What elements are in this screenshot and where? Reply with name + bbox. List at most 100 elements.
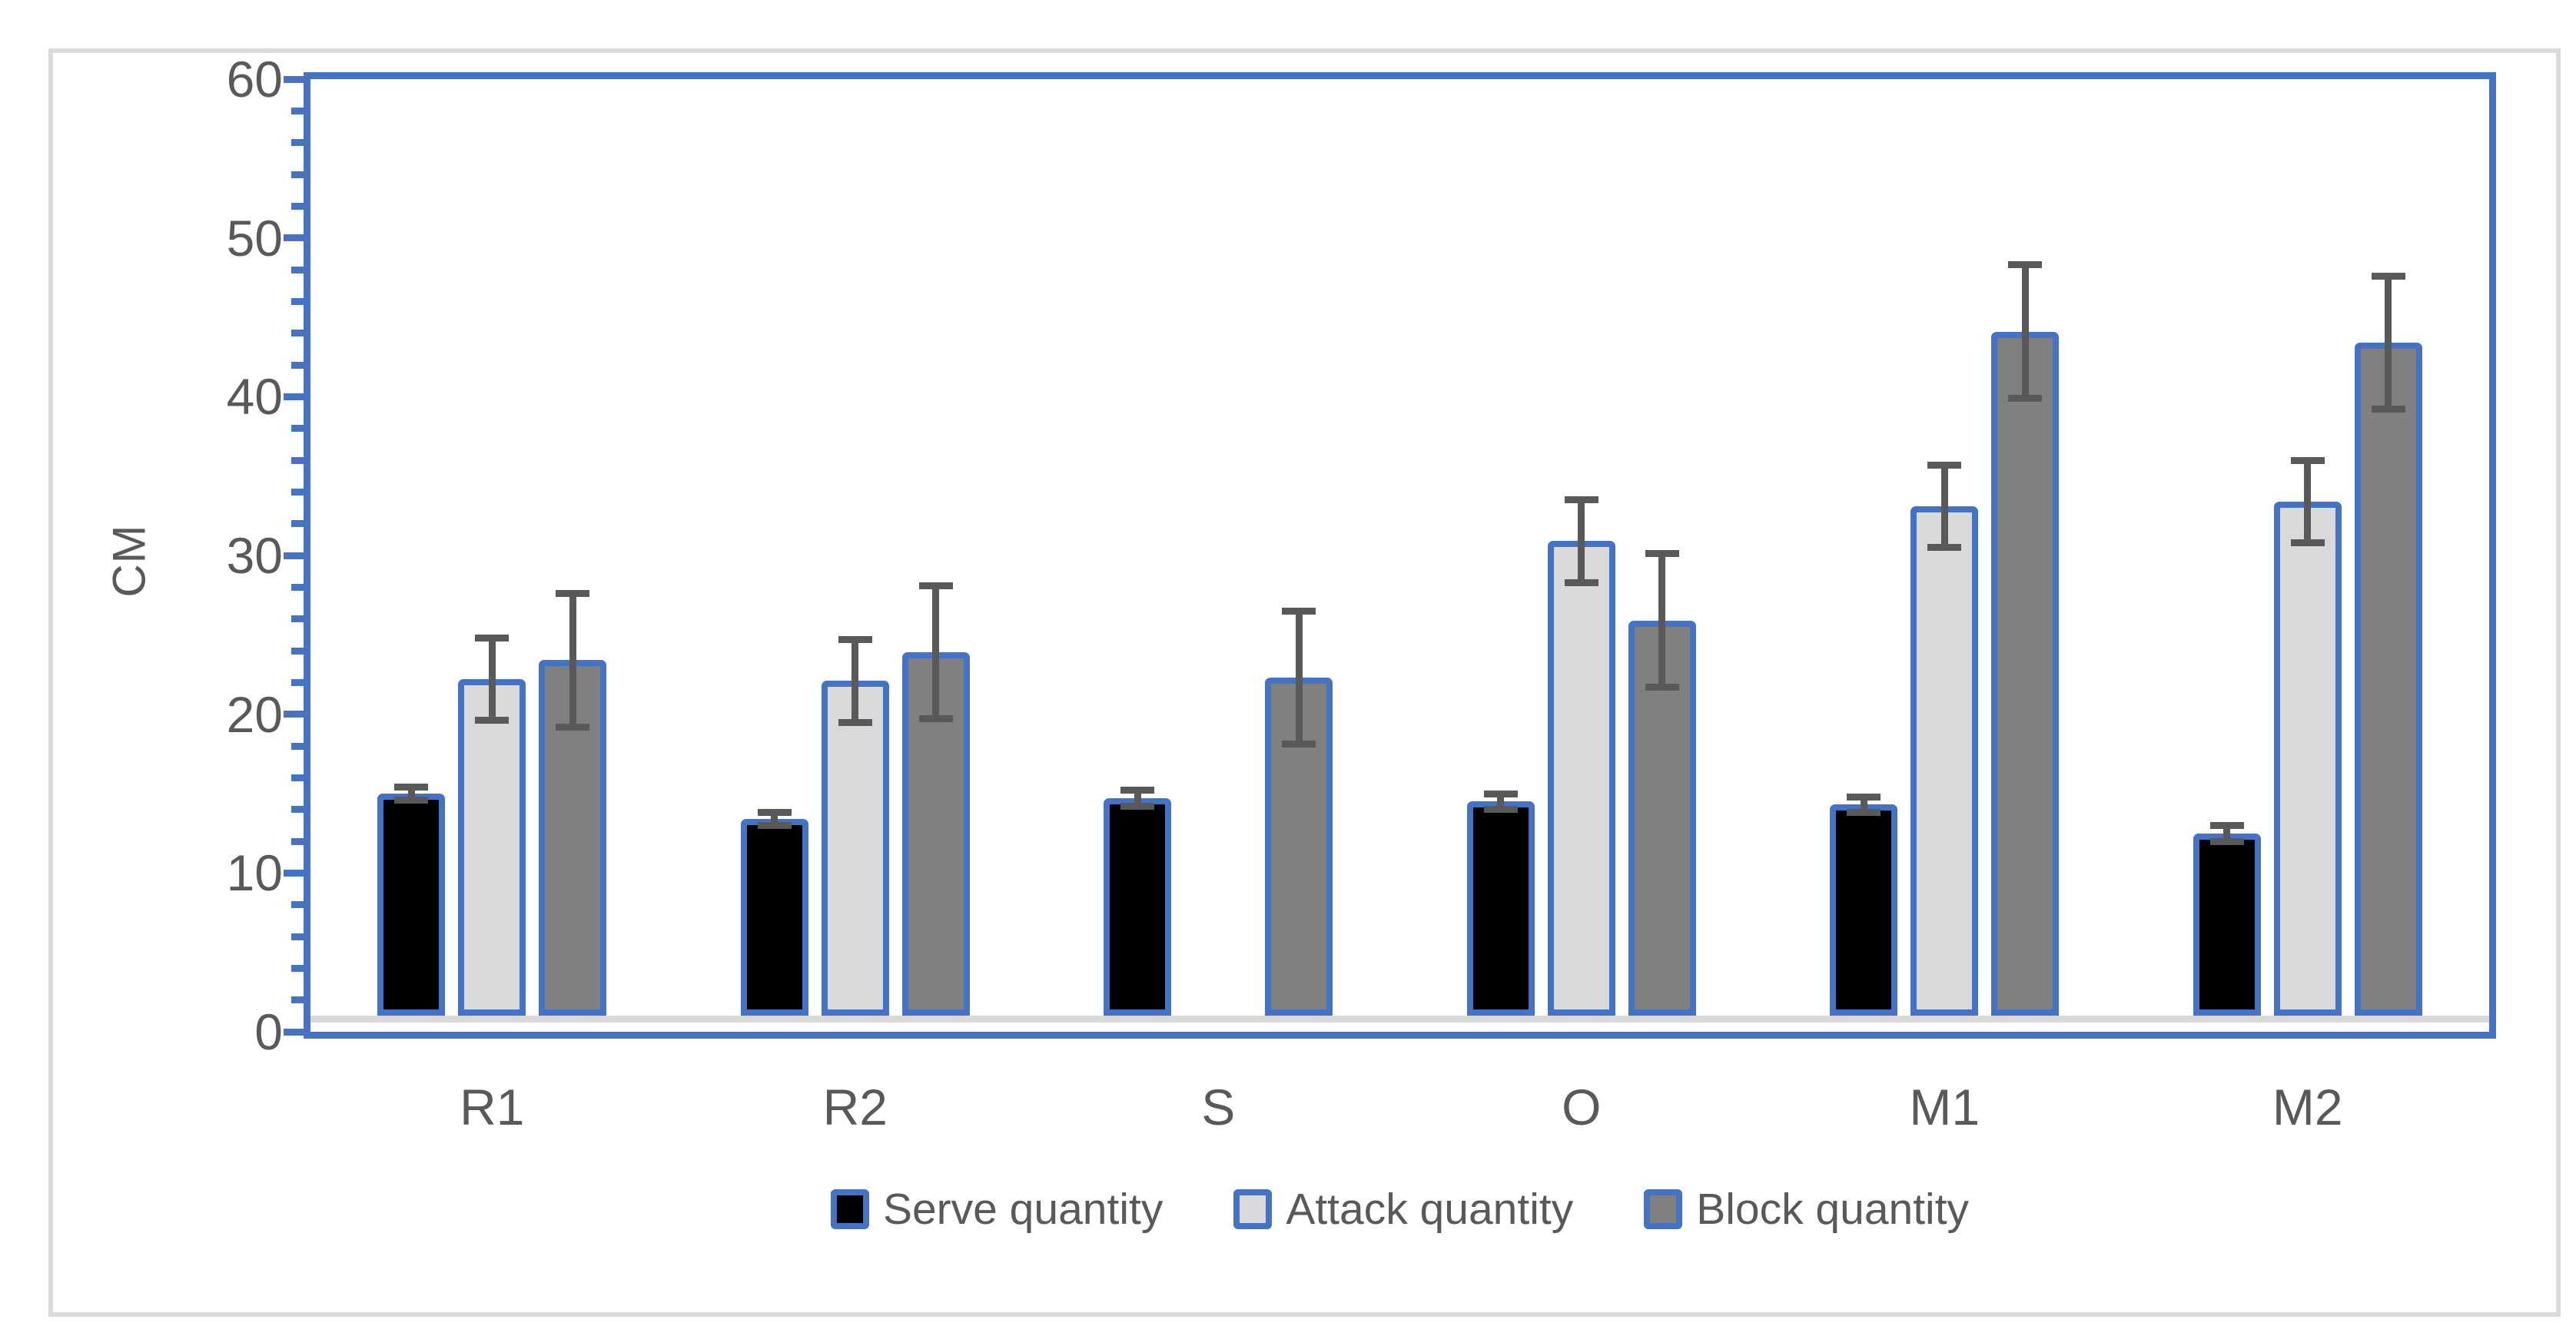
error-bar-line [569,593,576,728]
error-bar-cap-top [2008,261,2043,269]
y-tick-label: 20 [226,685,283,743]
error-bar-cap-bottom [1847,809,1881,817]
y-minor-tick [291,139,304,147]
error-bar-line [1658,553,1666,688]
error-bar-cap-top [1483,790,1518,797]
error-bar-line [2223,825,2231,841]
zero-baseline [310,1016,2489,1023]
y-minor-tick [291,615,304,623]
block-swatch-icon [1644,1189,1683,1229]
error-bar-cap-bottom [1282,741,1316,748]
error-bar-line [2021,264,2029,399]
figure-border [48,48,2561,1317]
y-minor-tick [291,806,304,814]
error-bar-cap-bottom [918,715,953,723]
error-bar-line [1497,794,1505,810]
bar-attack-M2 [2273,501,2342,1016]
y-minor-tick [291,774,304,781]
error-bar-cap-top [838,636,872,644]
plot-area [304,72,2496,1039]
y-tick-label: 60 [226,51,283,108]
bar-attack-M1 [1910,506,1979,1016]
y-major-tick [284,552,304,559]
y-minor-tick [291,520,304,528]
y-minor-tick [291,964,304,972]
error-bar-line [932,585,940,719]
error-bar-cap-bottom [757,821,792,829]
y-major-tick [284,393,304,400]
y-minor-tick [291,933,304,940]
y-tick-label: 10 [226,844,283,902]
error-bar-cap-top [2371,272,2405,280]
y-tick-label: 30 [226,527,283,584]
y-major-tick [284,1028,304,1036]
error-bar-cap-top [475,634,510,641]
legend-item-attack: Attack quantity [1233,1186,1573,1232]
error-bar-cap-bottom [556,723,590,731]
y-major-tick [284,75,304,83]
y-tick-label: 0 [254,1003,283,1060]
error-bar-cap-bottom [1120,803,1155,811]
error-bar-cap-top [1847,793,1881,801]
legend-item-block: Block quantity [1644,1186,1969,1232]
error-bar-cap-top [1120,787,1155,794]
x-category-label-M1: M1 [1909,1079,1980,1135]
error-bar-cap-bottom [475,717,510,724]
error-bar-cap-bottom [1564,578,1598,586]
error-bar-cap-bottom [2209,837,2244,845]
error-bar-cap-top [918,582,953,589]
bar-attack-R1 [458,679,526,1016]
bar-serve-R1 [377,794,446,1016]
legend: Serve quantity Attack quantity Block qua… [304,1186,2496,1232]
error-bar-line [2385,276,2392,409]
y-minor-tick [291,647,304,655]
y-major-tick [284,869,304,877]
error-bar-line [2304,460,2312,543]
error-bar-cap-top [1645,550,1679,558]
error-bar-cap-top [2209,821,2244,829]
y-minor-tick [291,837,304,845]
error-bar-cap-top [757,809,792,817]
y-tick-label: 50 [226,209,283,267]
error-bar-cap-top [1564,496,1598,504]
y-minor-tick [291,456,304,464]
error-bar-line [1295,611,1303,744]
error-bar-line [771,812,778,826]
error-bar-cap-top [394,784,429,791]
y-minor-tick [291,266,304,273]
error-bar-line [1134,790,1141,807]
bar-block-M2 [2354,343,2422,1016]
bar-attack-R2 [821,681,889,1016]
bar-serve-S [1104,798,1172,1016]
error-bar-cap-bottom [2008,394,2043,402]
x-category-label-R2: R2 [822,1079,888,1135]
bar-serve-R2 [740,819,808,1016]
legend-label: Attack quantity [1286,1185,1574,1234]
error-bar-cap-bottom [2371,406,2405,413]
bar-block-M1 [1991,331,2060,1016]
y-minor-tick [291,996,304,1004]
bar-serve-M1 [1830,804,1898,1016]
y-tick-label: 40 [226,368,283,426]
error-bar-line [851,639,859,722]
y-minor-tick [291,583,304,591]
x-category-label-M2: M2 [2272,1079,2343,1135]
error-bar-cap-top [2290,456,2325,464]
y-minor-tick [291,202,304,210]
y-minor-tick [291,107,304,114]
legend-label: Block quantity [1696,1185,1970,1234]
error-bar-line [1578,499,1585,583]
y-major-tick [284,711,304,718]
legend-item-serve: Serve quantity [830,1185,1164,1234]
error-bar-cap-bottom [1483,806,1518,814]
y-minor-tick [291,488,304,496]
bar-attack-O [1547,541,1615,1016]
x-category-label-S: S [1201,1079,1236,1135]
y-minor-tick [291,901,304,909]
bar-serve-O [1466,801,1535,1016]
legend-label: Serve quantity [882,1185,1164,1234]
error-bar-cap-top [556,590,590,598]
y-minor-tick [291,361,304,369]
error-bar-cap-top [1282,607,1316,615]
